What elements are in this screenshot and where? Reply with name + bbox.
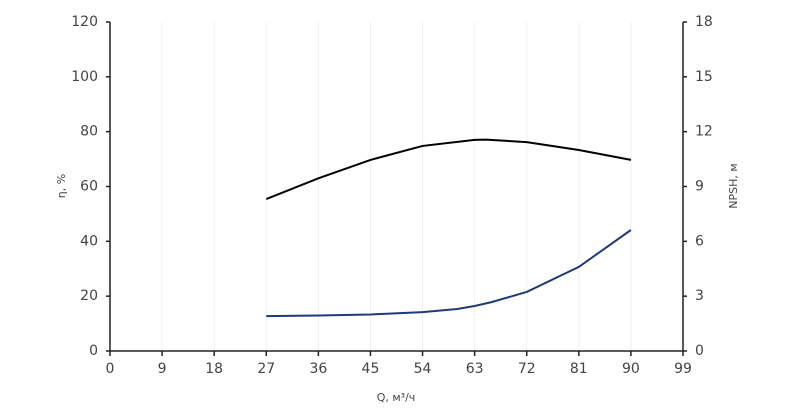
y2-tick-label: 6: [695, 233, 704, 249]
x-tick-label: 27: [257, 361, 275, 377]
y-tick-label: 80: [80, 124, 98, 140]
y2-tick-label: 3: [695, 288, 704, 304]
y2-tick-label: 9: [695, 179, 704, 195]
x-tick-label: 0: [106, 361, 115, 377]
y-tick-label: 40: [80, 233, 98, 249]
y-tick-label: 100: [71, 69, 98, 85]
y2-tick-label: 12: [695, 124, 713, 140]
x-tick-label: 54: [414, 361, 432, 377]
x-tick-label: 81: [570, 361, 588, 377]
x-tick-label: 63: [466, 361, 484, 377]
x-tick-label: 9: [158, 361, 167, 377]
x-axis-label: Q, м³/ч: [377, 391, 416, 404]
series-line: [265, 138, 632, 201]
x-tick-label: 72: [518, 361, 536, 377]
y-tick-label: 20: [80, 288, 98, 304]
x-tick-label: 99: [674, 361, 692, 377]
x-tick-label: 90: [622, 361, 640, 377]
series-line: [266, 229, 632, 318]
y2-tick-label: 15: [695, 69, 713, 85]
y-axis-label: η, %: [55, 174, 68, 198]
x-tick-label: 36: [309, 361, 327, 377]
y2-tick-label: 18: [695, 14, 713, 30]
x-tick-label: 18: [205, 361, 223, 377]
y2-tick-label: 0: [695, 343, 704, 359]
y-tick-label: 60: [80, 179, 98, 195]
x-tick-label: 45: [362, 361, 380, 377]
y2-axis-label: NPSH, м: [727, 163, 740, 208]
y-tick-label: 120: [71, 14, 98, 30]
y-tick-label: 0: [89, 343, 98, 359]
